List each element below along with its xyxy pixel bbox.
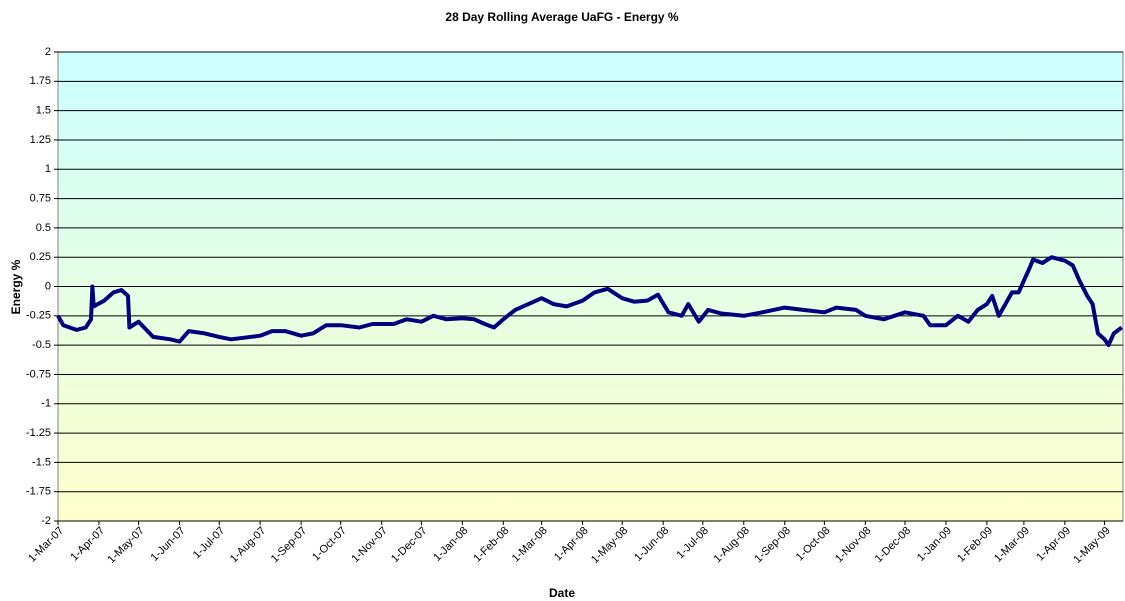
y-tick-label: 1.25 (30, 134, 51, 146)
y-tick-label: -1.25 (26, 427, 51, 439)
y-tick-label: -1 (41, 398, 51, 410)
y-tick-label: -0.75 (26, 368, 51, 380)
x-tick-label: 1-Apr-08 (552, 525, 591, 564)
x-tick-label: 1-May-08 (589, 525, 630, 566)
x-tick-label: 1-May-09 (1071, 525, 1112, 566)
x-tick-label: 1-Nov-07 (349, 525, 389, 565)
x-tick-label: 1-Mar-09 (992, 525, 1032, 565)
y-tick-label: -2 (41, 515, 51, 527)
y-axis-label: Energy % (9, 259, 23, 314)
x-tick-label: 1-Jul-07 (191, 525, 228, 562)
y-tick-label: 1.75 (30, 75, 51, 87)
y-tick-label: -0.5 (32, 339, 51, 351)
x-tick-label: 1-Jan-08 (431, 525, 470, 564)
x-axis-label: Date (549, 586, 575, 600)
y-tick-label: -1.75 (26, 486, 51, 498)
y-tick-label: 1 (45, 163, 51, 175)
data-line (56, 255, 1123, 348)
x-tick-label: 1-Dec-08 (873, 525, 913, 565)
chart-title: 28 Day Rolling Average UaFG - Energy % (445, 10, 679, 24)
x-tick-label: 1-Mar-08 (510, 525, 550, 565)
x-tick-label: 1-May-07 (105, 525, 146, 566)
y-tick-label: -0.25 (26, 310, 51, 322)
x-tick-label: 1-Sep-08 (752, 525, 792, 565)
y-tick-label: 0 (45, 280, 51, 292)
y-tick-label: 0.5 (36, 222, 51, 234)
x-tick-label: 1-Oct-07 (310, 525, 349, 564)
x-tick-label: 1-Jul-08 (674, 525, 711, 562)
x-tick-label: 1-Dec-07 (389, 525, 429, 565)
x-tick-label: 1-Feb-09 (955, 525, 995, 565)
y-tick-label: 2 (45, 46, 51, 58)
x-tick-label: 1-Mar-07 (26, 525, 66, 565)
x-tick-label: 1-Jun-08 (632, 525, 671, 564)
y-tick-label: -1.5 (32, 456, 51, 468)
x-tick-label: 1-Oct-08 (794, 525, 833, 564)
y-tick-label: 1.5 (36, 105, 51, 117)
x-tick-label: 1-Apr-09 (1034, 525, 1073, 564)
x-tick-label: 1-Aug-07 (228, 525, 268, 565)
y-tick-label: 0.25 (30, 251, 51, 263)
x-tick-label: 1-Nov-08 (833, 525, 873, 565)
x-tick-label: 1-Feb-08 (471, 525, 511, 565)
x-tick-label: 1-Aug-08 (711, 525, 751, 565)
x-tick-label: 1-Sep-07 (269, 525, 309, 565)
x-tick-label: 1-Jan-09 (915, 525, 954, 564)
x-tick-label: 1-Jun-07 (149, 525, 188, 564)
y-tick-label: 0.75 (30, 192, 51, 204)
x-tick-label: 1-Apr-07 (68, 525, 107, 564)
